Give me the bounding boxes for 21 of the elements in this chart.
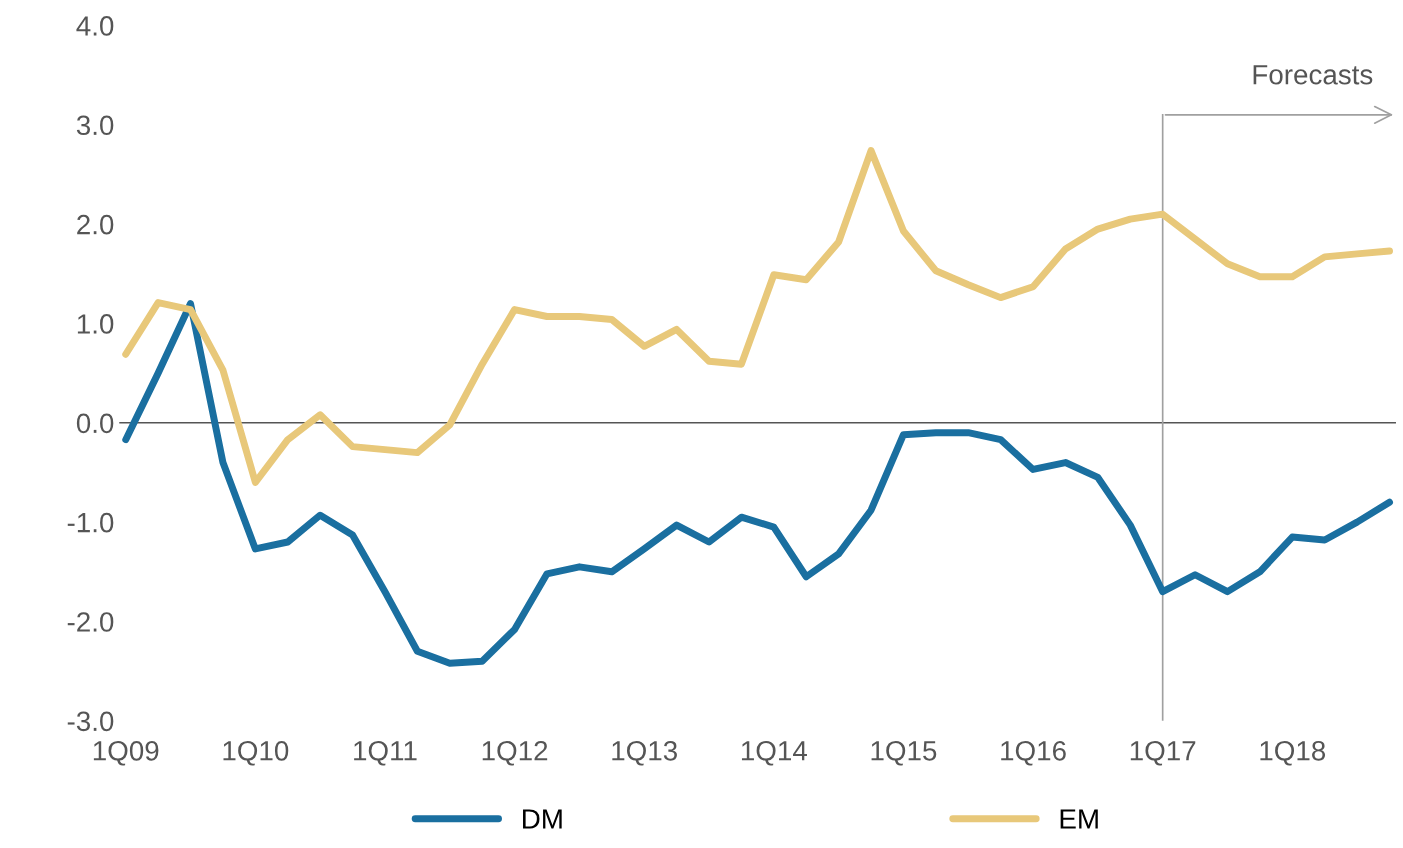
x-tick-label: 1Q18	[1260, 740, 1326, 766]
x-tick-label: 1Q17	[1130, 740, 1196, 766]
y-tick-label: 3.0	[76, 115, 114, 136]
x-tick-label: 1Q14	[741, 740, 807, 766]
x-tick-label: 1Q12	[482, 740, 548, 766]
y-tick-label: -3.0	[67, 711, 114, 732]
x-tick-label: 1Q09	[93, 740, 159, 766]
y-tick-label: 2.0	[77, 214, 114, 235]
y-tick-label: -2.0	[67, 612, 114, 632]
y-tick-label: 1.0	[77, 314, 114, 334]
legend-label: EM	[1060, 809, 1098, 829]
x-tick-label: 1Q10	[223, 740, 289, 766]
y-tick-label: -1.0	[67, 512, 114, 533]
x-tick-label: 1Q15	[871, 740, 937, 766]
x-tick-label: 1Q11	[354, 740, 417, 766]
x-tick-label: 1Q13	[612, 740, 677, 766]
y-tick-label: 4.0	[76, 16, 114, 36]
legend-label: DM	[523, 809, 562, 829]
ref-line-label: Forecasts	[1253, 65, 1373, 85]
y-tick-label: 0.0	[76, 413, 114, 434]
x-tick-label: 1Q16	[1001, 740, 1066, 766]
